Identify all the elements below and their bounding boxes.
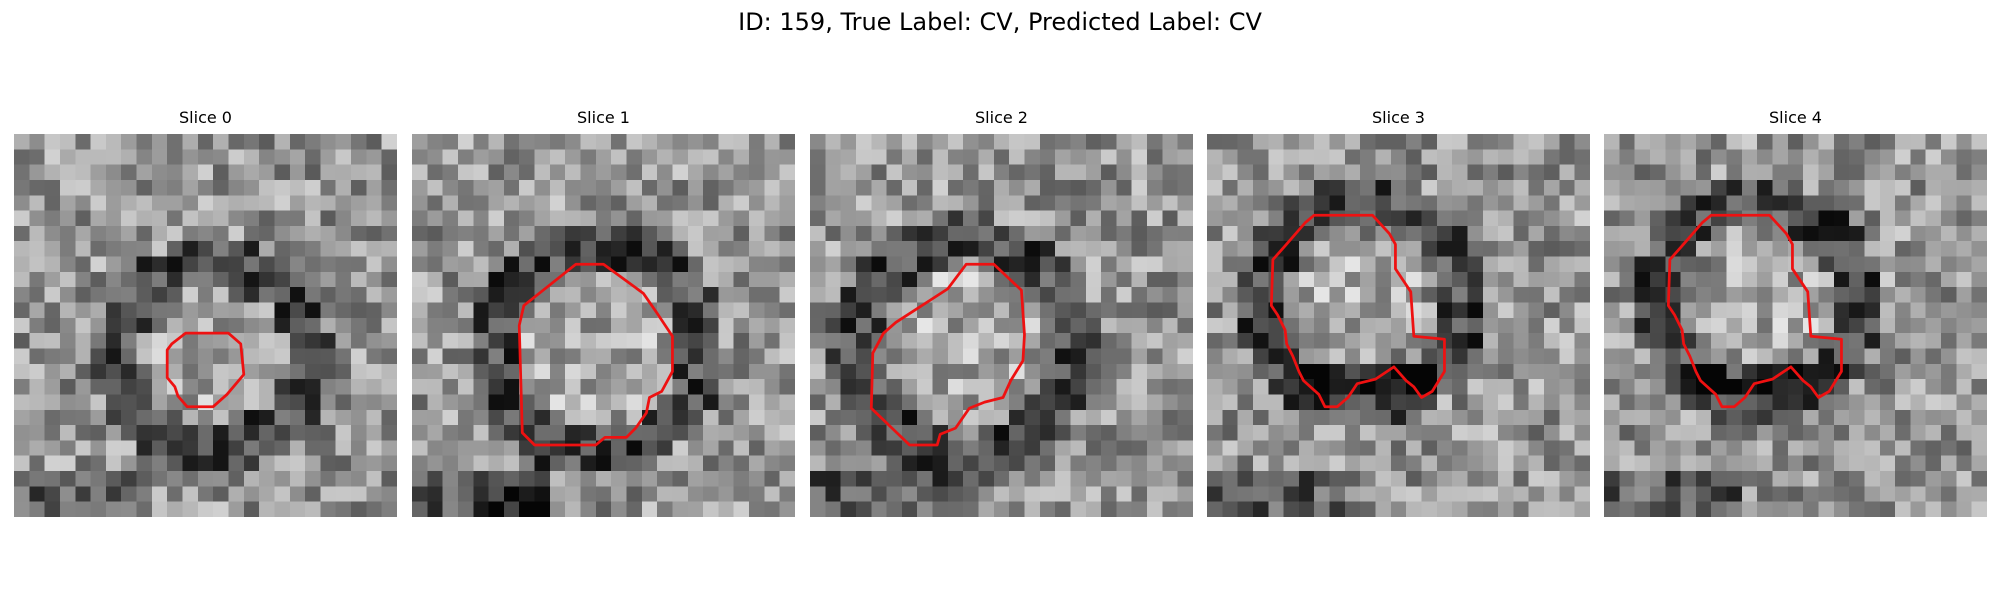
slice-panel: Slice 0 [14,108,397,520]
slice-image [412,134,795,517]
segmentation-contour [869,262,1026,447]
segmentation-contour [1666,213,1843,409]
slice-title: Slice 1 [577,108,630,127]
slice-title: Slice 0 [179,108,232,127]
slice-panel: Slice 1 [412,108,795,520]
slice-panel: Slice 4 [1604,108,1987,520]
slice-title: Slice 3 [1372,108,1425,127]
segmentation-contour [1269,213,1446,409]
slice-image [1207,134,1590,517]
figure-title: ID: 159, True Label: CV, Predicted Label… [738,8,1262,36]
slice-panel: Slice 2 [810,108,1193,520]
slice-image [810,134,1193,517]
segmentation-contour [165,331,246,409]
segmentation-contour [517,262,674,447]
slice-title: Slice 2 [975,108,1028,127]
slice-panel: Slice 3 [1207,108,1590,520]
slice-image [1604,134,1987,517]
slice-title: Slice 4 [1769,108,1822,127]
slice-image [14,134,397,517]
